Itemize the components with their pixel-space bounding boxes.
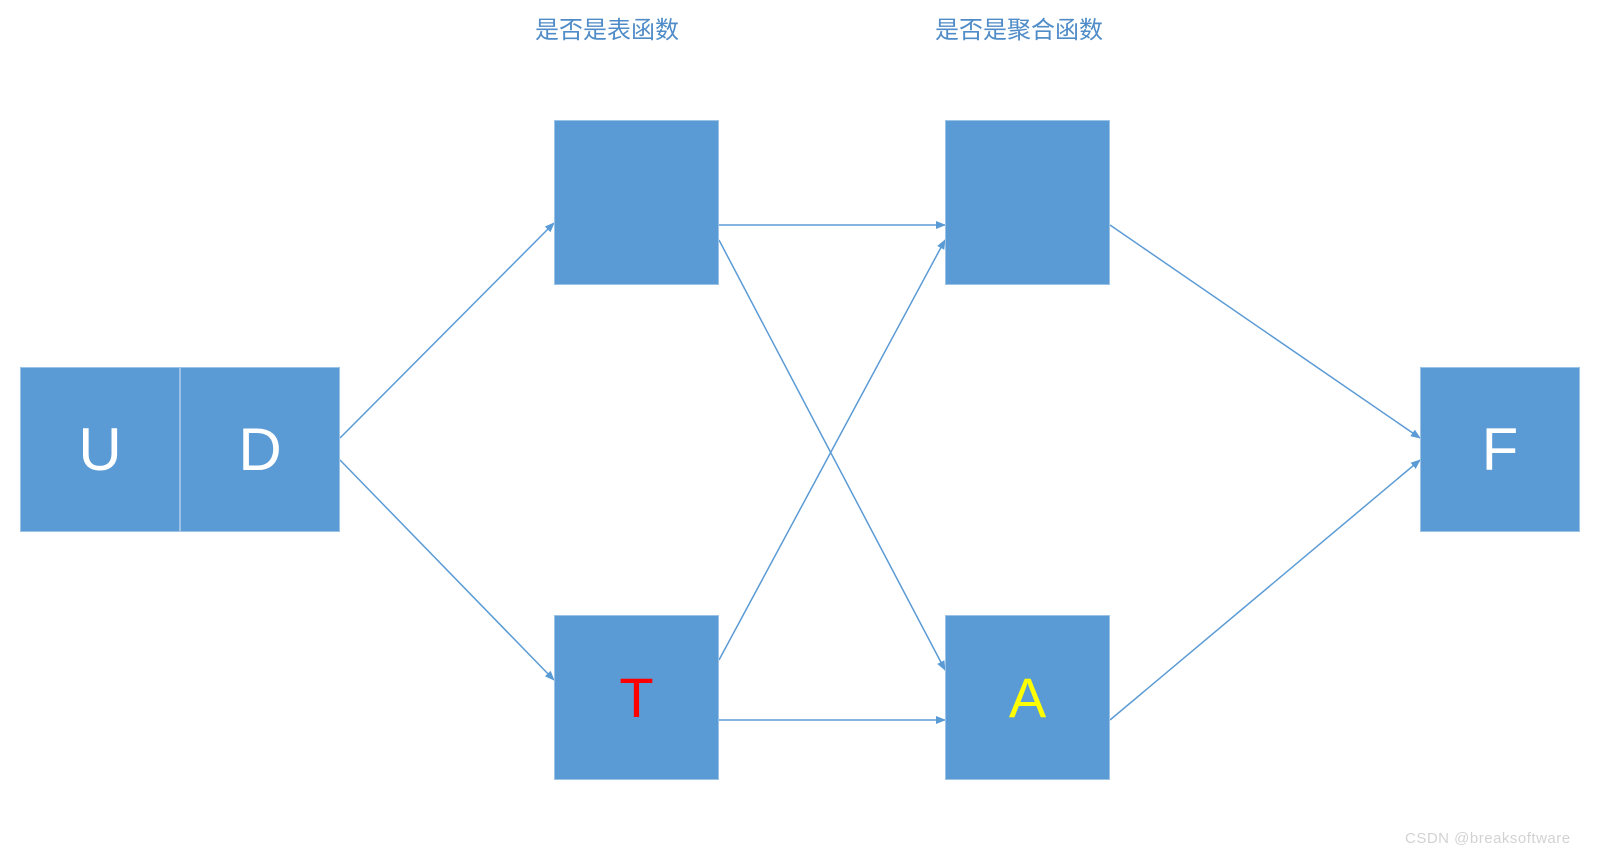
watermark-text: CSDN @breaksoftware: [1405, 830, 1571, 847]
header1: 是否是表函数: [535, 10, 679, 45]
node-A2: A: [945, 615, 1110, 780]
watermark: CSDN @breaksoftware: [1405, 830, 1571, 847]
edge-T2-A1: [719, 240, 945, 660]
node-T1: [554, 120, 719, 285]
node-label-D: D: [238, 415, 281, 484]
node-label-F: F: [1482, 415, 1519, 484]
edge-D-T1: [340, 223, 554, 438]
node-U: U: [20, 367, 180, 532]
node-A1: [945, 120, 1110, 285]
node-label-T2: T: [619, 665, 653, 730]
node-D: D: [180, 367, 340, 532]
edge-T1-A2: [719, 240, 945, 670]
edge-D-T2: [340, 460, 554, 680]
node-T2: T: [554, 615, 719, 780]
node-F: F: [1420, 367, 1580, 532]
node-label-U: U: [78, 415, 121, 484]
header2: 是否是聚合函数: [935, 10, 1103, 45]
edge-A1-F: [1110, 225, 1420, 438]
node-label-A2: A: [1009, 665, 1046, 730]
edge-A2-F: [1110, 460, 1420, 720]
